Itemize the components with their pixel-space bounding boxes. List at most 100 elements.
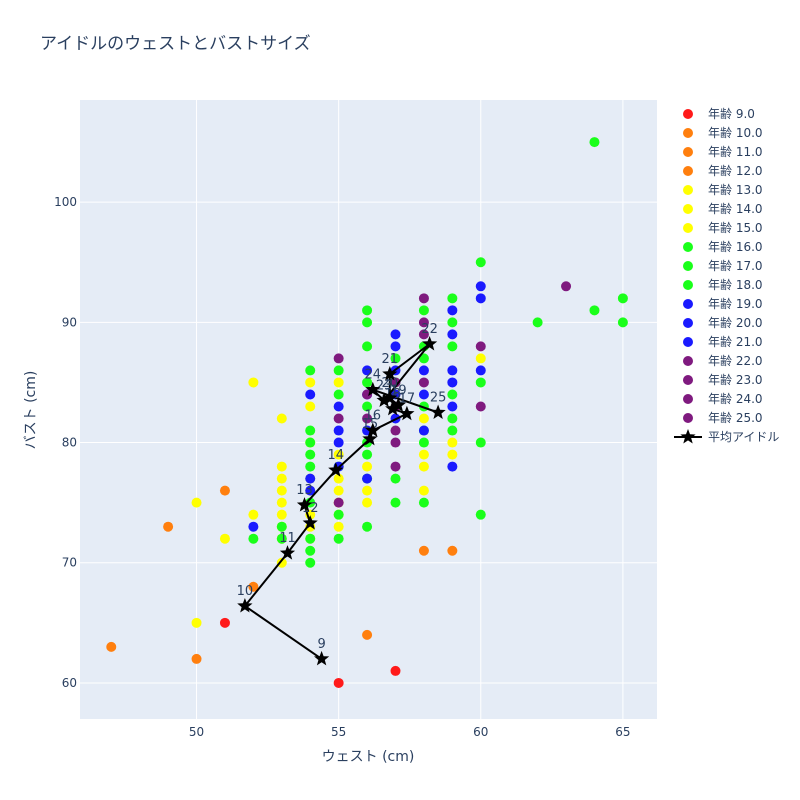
legend-item[interactable]: 年齢 16.0 [683,239,763,254]
scatter-point [276,557,287,568]
mean-point-label: 22 [421,322,438,337]
scatter-point [532,317,543,328]
scatter-point [276,521,287,532]
mean-star-marker [390,397,406,412]
scatter-point [390,473,401,484]
legend-marker [683,223,693,233]
legend-label: 平均アイドル [708,430,779,444]
mean-star-marker [296,497,313,512]
legend-marker [683,261,693,271]
scatter-point [276,509,287,520]
legend-marker [683,318,693,328]
scatter-point [305,425,316,436]
mean-star-marker [314,650,330,666]
scatter-point [333,497,344,508]
scatter-point [447,425,458,436]
mean-star-marker [328,462,344,477]
scatter-point [305,437,316,448]
x-axis-title: ウェスト (cm) [322,749,415,765]
scatter-point [418,449,429,460]
scatter-point [475,509,486,520]
legend-label: 年齢 13.0 [708,182,763,197]
legend-item[interactable]: 年齢 19.0 [683,296,763,311]
scatter-point [305,365,316,376]
scatter-point [362,341,373,352]
scatter-point [305,461,316,472]
scatter-point [276,497,287,508]
mean-star-marker [385,400,401,416]
mean-star-marker [382,366,398,381]
scatter-point [362,473,373,484]
legend-marker [683,413,693,423]
legend[interactable]: 年齢 9.0 年齢 10.0 年齢 11.0 年齢 12.0 年齢 13.0 年齢 14.… [674,106,779,444]
scatter-point [333,389,344,400]
scatter-point [475,293,486,304]
scatter-point [447,317,458,328]
legend-marker [683,109,693,119]
mean-star-marker [279,545,296,560]
scatter-point [248,521,259,532]
scatter-point [447,329,458,340]
legend-item[interactable]: 年齢 15.0 [683,220,763,235]
legend-item[interactable]: 年齢 23.0 [683,372,763,387]
scatter-point [390,353,401,364]
legend-item[interactable]: 年齢 11.0 [683,144,763,159]
scatter-point [447,401,458,412]
mean-star-marker [422,336,438,351]
legend-item[interactable]: 年齢 21.0 [683,334,763,349]
scatter-point [447,461,458,472]
scatter-point [276,461,287,472]
scatter-point [390,425,401,436]
scatter-point [305,485,316,496]
scatter-point [219,533,230,544]
legend-item[interactable]: 年齢 9.0 [683,106,755,121]
scatter-point [390,665,401,676]
legend-item[interactable]: 年齢 24.0 [683,391,763,406]
scatter-point [305,449,316,460]
legend-item[interactable]: 年齢 10.0 [683,125,763,140]
legend-label: 年齢 23.0 [708,372,763,387]
legend-item-mean[interactable]: 平均アイドル [674,429,779,444]
legend-label: 年齢 20.0 [708,315,763,330]
legend-item[interactable]: 年齢 14.0 [683,201,763,216]
mean-star-marker [399,405,415,421]
scatter-point [276,473,287,484]
scatter-point [447,413,458,424]
legend-marker [683,356,693,366]
scatter-point [418,545,429,556]
legend-item[interactable]: 年齢 22.0 [683,353,763,368]
mean-star-marker [362,430,378,446]
mean-point-label: 24 [364,368,381,383]
x-tick-label: 60 [473,725,488,739]
legend-item[interactable]: 年齢 13.0 [683,182,763,197]
scatter-point [475,401,486,412]
scatter-point [418,317,429,328]
y-tick-label: 80 [62,436,77,450]
scatter-point [617,317,628,328]
legend-star-marker [680,429,696,444]
mean-point-label: 21 [382,352,399,367]
legend-item[interactable]: 年齢 20.0 [683,315,763,330]
scatter-point [362,521,373,532]
scatter-point [219,617,230,628]
scatter-point [333,533,344,544]
legend-item[interactable]: 年齢 17.0 [683,258,763,273]
legend-marker [683,375,693,385]
scatter-point [390,329,401,340]
legend-item[interactable]: 年齢 12.0 [683,163,763,178]
scatter-point [191,653,202,664]
legend-label: 年齢 15.0 [708,220,763,235]
mean-point-label: 25 [430,391,447,406]
legend-item[interactable]: 年齢 18.0 [683,277,763,292]
scatter-point [475,341,486,352]
scatter-point [362,401,373,412]
scatter-point [475,281,486,292]
y-tick-label: 100 [54,195,77,209]
legend-item[interactable]: 年齢 25.0 [683,410,763,425]
legend-marker [683,337,693,347]
scatter-point [333,401,344,412]
scatter-point [248,509,259,520]
scatter-point [447,545,458,556]
legend-marker [683,128,693,138]
scatter-point [191,497,202,508]
